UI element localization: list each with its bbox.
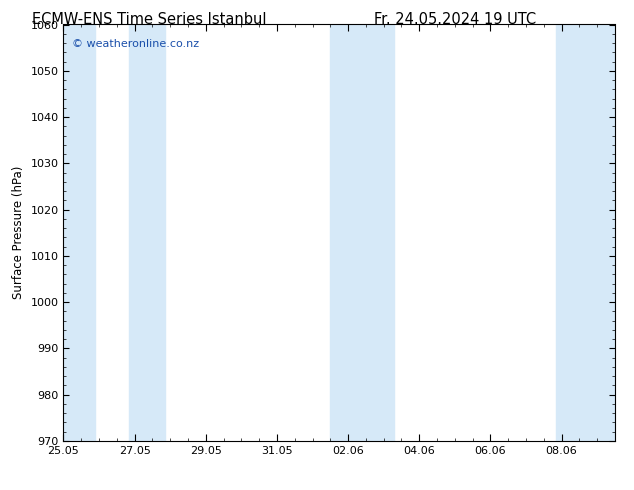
Text: © weatheronline.co.nz: © weatheronline.co.nz (72, 39, 199, 49)
Bar (330, 24, 394, 441)
Bar (63, 24, 96, 441)
Text: ECMW-ENS Time Series Istanbul: ECMW-ENS Time Series Istanbul (32, 12, 266, 27)
Bar (556, 24, 615, 441)
Text: Fr. 24.05.2024 19 UTC: Fr. 24.05.2024 19 UTC (374, 12, 536, 27)
Bar (129, 24, 165, 441)
Y-axis label: Surface Pressure (hPa): Surface Pressure (hPa) (12, 166, 25, 299)
